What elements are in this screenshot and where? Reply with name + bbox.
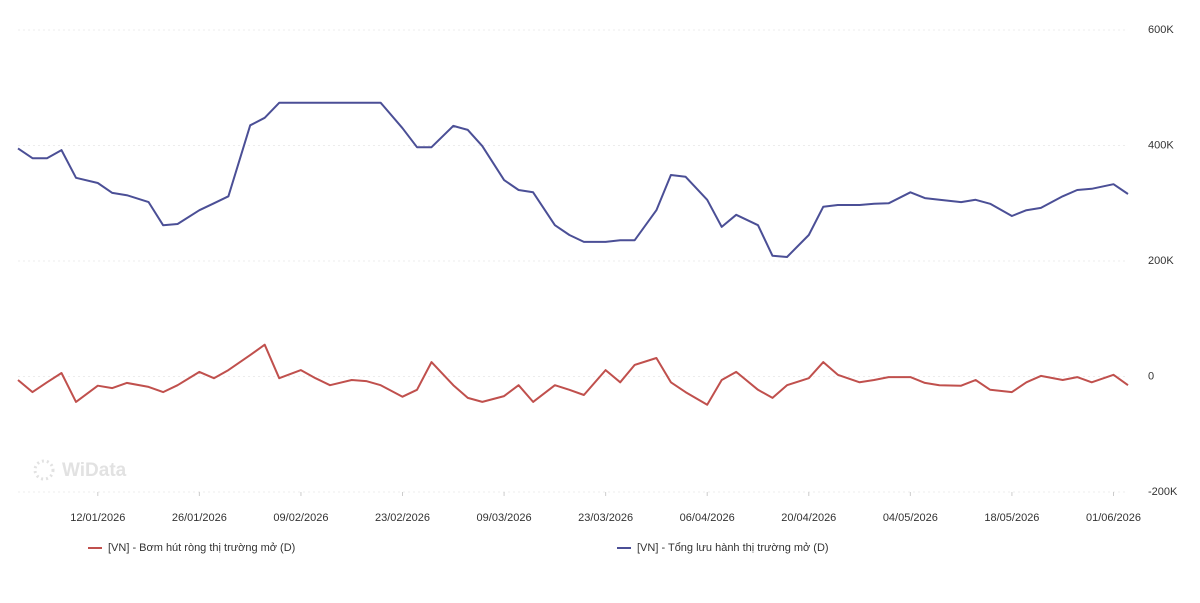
series-line — [17, 101, 1129, 258]
y-tick-label: 0 — [1148, 370, 1154, 382]
x-tick-label: 06/04/2026 — [680, 512, 735, 524]
series-line — [17, 343, 1129, 406]
x-tick-label: 12/01/2026 — [70, 512, 125, 524]
y-tick-label: 400K — [1148, 139, 1174, 151]
x-tick-label: 04/05/2026 — [883, 512, 938, 524]
x-tick-label: 23/02/2026 — [375, 512, 430, 524]
legend-label: [VN] - Tổng lưu hành thị trường mở (D) — [637, 542, 829, 554]
x-tick-label: 26/01/2026 — [172, 512, 227, 524]
watermark-text: WiData — [62, 460, 127, 481]
x-tick-label: 09/03/2026 — [477, 512, 532, 524]
legend-item: [VN] - Bơm hút ròng thị trường mở (D) — [88, 542, 295, 554]
watermark: WiData — [33, 459, 127, 481]
x-tick-label: 20/04/2026 — [781, 512, 836, 524]
y-tick-label: 200K — [1148, 255, 1174, 267]
x-tick-label: 01/06/2026 — [1086, 512, 1141, 524]
x-tick-label: 23/03/2026 — [578, 512, 633, 524]
watermark-logo — [33, 459, 55, 481]
x-tick-label: 09/02/2026 — [273, 512, 328, 524]
legend-item: [VN] - Tổng lưu hành thị trường mở (D) — [617, 542, 829, 554]
legend-label: [VN] - Bơm hút ròng thị trường mở (D) — [108, 542, 295, 554]
x-tick-label: 18/05/2026 — [984, 512, 1039, 524]
y-tick-label: -200K — [1148, 486, 1178, 498]
y-tick-label: 600K — [1148, 24, 1174, 36]
